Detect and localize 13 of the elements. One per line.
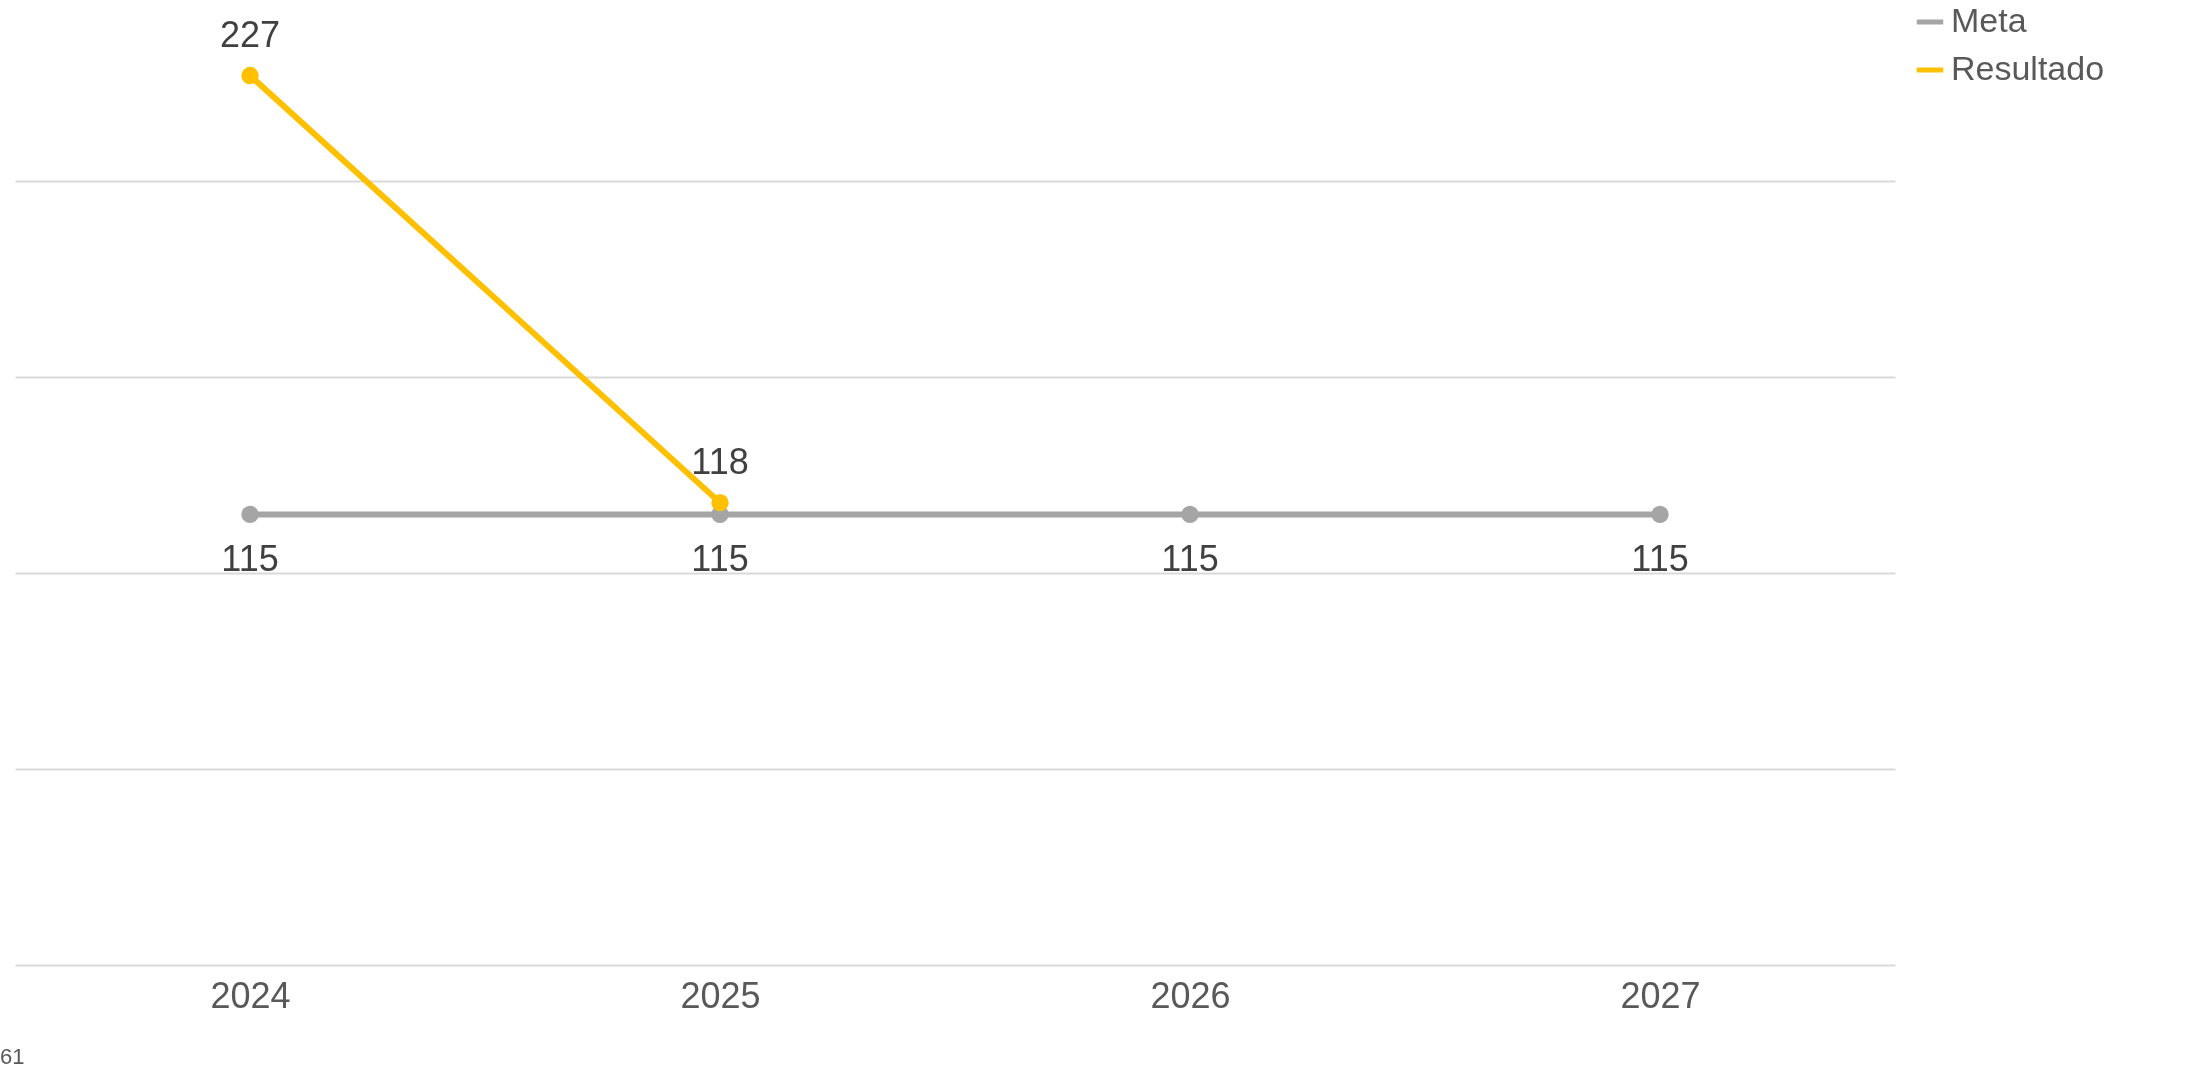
data-label: 115 <box>1161 538 1219 580</box>
x-tick-label: 2025 <box>680 974 761 1016</box>
data-label: 115 <box>1631 538 1689 580</box>
x-tick-label: 2024 <box>210 974 291 1016</box>
legend-label: Meta <box>1951 1 2027 39</box>
data-label: 115 <box>221 538 279 580</box>
text: 61 <box>0 1044 25 1070</box>
x-tick-label: 2026 <box>1150 974 1231 1016</box>
data-label: 115 <box>691 538 749 580</box>
legend-label: Resultado <box>1951 49 2105 87</box>
x-tick-label: 2027 <box>1620 974 1701 1016</box>
data-label: 227 <box>219 13 281 55</box>
data-label: 118 <box>691 440 749 482</box>
